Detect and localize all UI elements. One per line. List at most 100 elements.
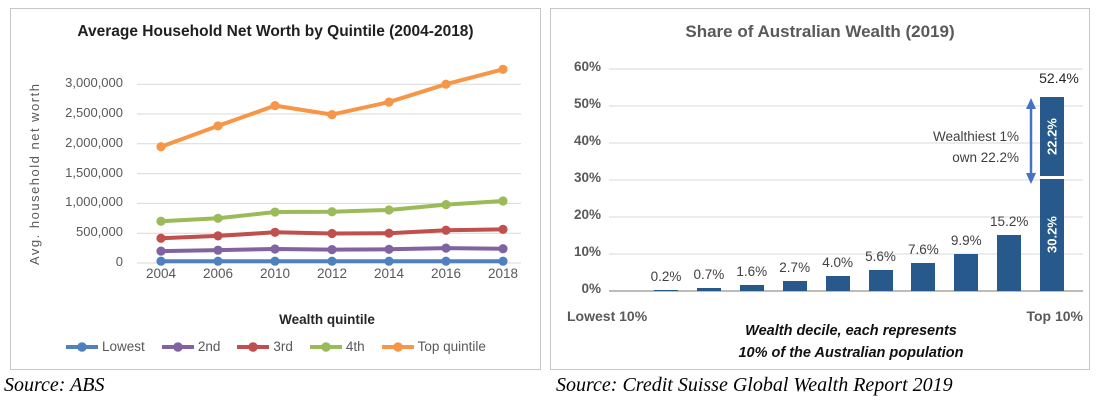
y-tick-label: 0%	[581, 281, 601, 296]
data-point-marker-3rd	[327, 228, 337, 239]
bar-data-label: 0.2%	[650, 269, 682, 285]
legend-label: Top quintile	[417, 339, 486, 354]
legend-marker-icon	[161, 341, 194, 352]
bar-data-label: 0.7%	[693, 267, 725, 283]
x-tick-label: 2018	[487, 266, 519, 281]
legend-label: Lowest	[102, 339, 145, 354]
bar-data-label: 1.6%	[736, 264, 768, 280]
annotation-line-1: Wealthiest 1%	[932, 129, 1019, 144]
footnote: Wealth decile, each represents 10% of th…	[661, 320, 1041, 364]
y-tick-label: 1,000,000	[65, 194, 123, 210]
x-axis-title: Wealth quintile	[279, 312, 375, 327]
data-point-marker-4th	[384, 205, 394, 215]
bar-chart-title: Share of Australian Wealth (2019)	[685, 22, 955, 41]
data-point-marker-3rd	[498, 224, 508, 234]
bar-decile-1	[654, 290, 678, 292]
legend-marker-icon	[381, 341, 414, 352]
y-tick-label: 10%	[573, 244, 601, 259]
data-point-marker-3rd	[384, 228, 394, 238]
bar-data-label: 7.6%	[908, 241, 939, 257]
data-point-marker-4th	[327, 207, 337, 217]
data-point-marker-2nd	[213, 245, 223, 255]
data-point-marker-lowest	[270, 256, 280, 266]
legend-item-4th: 4th	[309, 339, 365, 354]
legend-marker-icon	[237, 341, 270, 352]
wealth-share-bar-chart-panel: Share of Australian Wealth (2019) 0% 10% 2…	[550, 8, 1090, 370]
legend-item-3rd: 3rd	[236, 339, 293, 354]
data-point-marker-4th	[156, 216, 166, 226]
source-left: Source: ABS	[4, 374, 105, 396]
line-series-top-quintile	[159, 67, 505, 149]
data-point-marker-2nd	[384, 244, 394, 254]
y-tick-label: 50%	[573, 96, 601, 111]
wealthiest-annotation: Wealthiest 1% own 22.2%	[841, 126, 1019, 168]
data-point-marker-3rd	[213, 231, 223, 241]
data-point-marker-lowest	[498, 256, 508, 266]
bar-data-label: 5.6%	[865, 249, 896, 265]
legend-marker-icon	[66, 341, 99, 352]
legend-dot	[173, 341, 183, 352]
legend-label: 2nd	[197, 339, 221, 354]
x-tick-label: 2016	[430, 266, 462, 281]
segment-label-22-2: 22.2%	[1044, 118, 1060, 155]
bar-data-label: 9.9%	[950, 233, 982, 249]
legend-label: 4th	[345, 339, 365, 354]
x-tick-label: 2012	[316, 266, 348, 281]
double-arrow-up-head-icon	[1026, 98, 1036, 109]
bar-data-label: 15.2%	[990, 213, 1029, 229]
y-tick-label: 1,500,000	[65, 164, 123, 180]
y-tick-label: 60%	[573, 59, 601, 74]
data-point-marker-lowest	[213, 256, 223, 266]
y-tick-label: 2,500,000	[65, 105, 123, 120]
data-point-marker-3rd	[156, 233, 166, 243]
legend-item-lowest: Lowest	[65, 339, 145, 354]
data-point-marker-3rd	[270, 227, 280, 237]
data-point-marker-4th	[441, 199, 451, 210]
data-point-marker-2nd	[498, 244, 508, 254]
x-tick-label: 2010	[259, 266, 291, 281]
bar-decile-3	[739, 285, 764, 291]
line-chart-plot-area	[137, 64, 521, 266]
x-axis-right-label: Top 10%	[1026, 308, 1083, 324]
top-bar-segment-bottom: 30.2%	[1040, 179, 1064, 291]
bar-decile-7	[911, 262, 936, 291]
data-point-marker-top-quintile	[270, 101, 280, 111]
bar-decile-8	[954, 254, 979, 291]
y-tick-label: 40%	[573, 133, 601, 148]
bar-data-label: 2.7%	[779, 260, 811, 275]
legend-dot	[392, 341, 403, 352]
annotation-line-2: own 22.2%	[952, 150, 1019, 165]
source-right: Source: Credit Suisse Global Wealth Repo…	[556, 374, 953, 396]
legend-dot	[77, 341, 87, 352]
bar-decile-5	[825, 276, 850, 291]
x-tick-label: 2014	[373, 266, 405, 281]
net-worth-line-chart-panel: Average Household Net Worth by Quintile …	[10, 8, 541, 370]
y-tick-label: 20%	[573, 207, 601, 222]
legend-dot	[321, 341, 331, 352]
legend-item-2nd: 2nd	[161, 339, 221, 354]
x-tick-label: 2006	[202, 266, 234, 281]
data-point-marker-3rd	[441, 225, 451, 235]
bar-decile-4	[782, 281, 807, 291]
legend: Lowest 2nd 3rd 4th Top quintile	[11, 339, 540, 354]
y-tick-label: 500,000	[76, 224, 123, 240]
x-tick-label: 2004	[145, 266, 177, 281]
data-point-marker-lowest	[384, 256, 394, 266]
data-point-marker-lowest	[441, 256, 451, 266]
data-point-marker-top-quintile	[498, 64, 508, 74]
data-point-marker-2nd	[270, 244, 280, 254]
line-chart-title: Average Household Net Worth by Quintile …	[77, 23, 474, 40]
bar-data-label: 4.0%	[822, 255, 853, 271]
legend-marker-icon	[309, 341, 342, 352]
data-point-marker-4th	[498, 196, 508, 206]
footnote-line-2: 10% of the Australian population	[738, 345, 964, 361]
data-point-marker-top-quintile	[441, 79, 451, 89]
data-point-marker-top-quintile	[156, 142, 166, 152]
top-bar-segment-top: 22.2%	[1040, 97, 1064, 176]
data-point-marker-4th	[270, 207, 280, 217]
bar-decile-9	[997, 234, 1022, 291]
legend-label: 3rd	[273, 339, 293, 354]
bar-decile-2	[696, 288, 721, 291]
data-point-marker-lowest	[156, 256, 166, 266]
